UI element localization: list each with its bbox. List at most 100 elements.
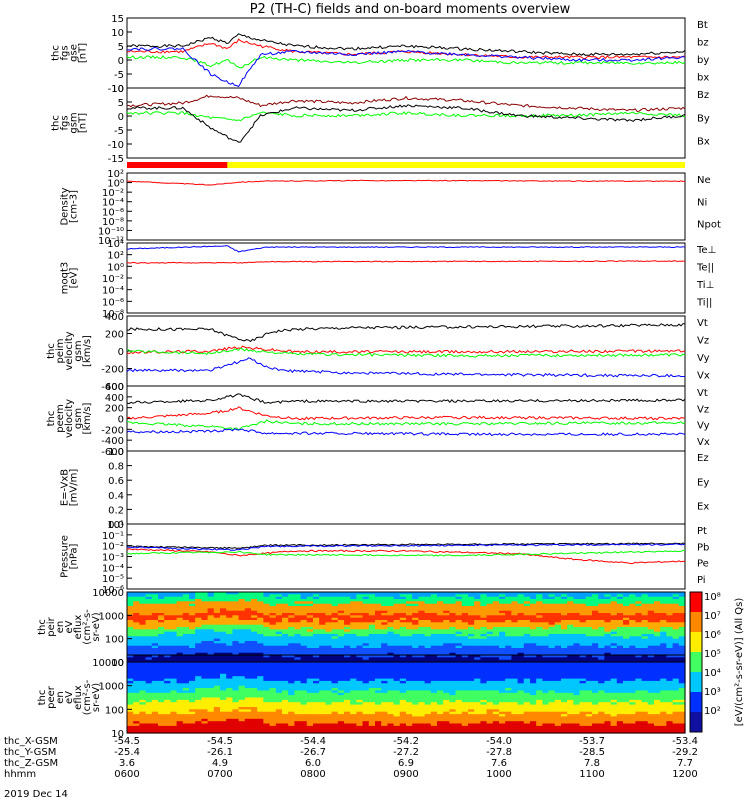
y-axis-label: thcfgsgse[nT] [51,43,89,63]
y-tick-label: 10⁻² [102,188,124,199]
y-tick-label: 10⁻⁴ [102,286,124,297]
x-axis-value: -54.0 [486,736,512,747]
y-tick-label: 400 [105,393,124,404]
y-tick-label: 100 [105,635,124,646]
legend-Vx: Vx [697,437,710,448]
y-tick-label: 10⁻⁶ [102,207,124,218]
panel-frame [126,523,686,590]
y-tick-label: 0.6 [108,476,124,487]
series-line-Bx [126,104,686,143]
legend-Vx: Vx [697,371,710,382]
legend-Ti⊥: Ti⊥ [696,280,714,291]
y-axis-label: E=-VxB[mV/m] [60,469,80,507]
y-axis-label: Pressure[nPa] [60,535,80,578]
y-tick-label: 10 [111,729,124,740]
y-tick-label: 5 [118,98,124,109]
series-line-by [126,55,686,69]
legend-Bx: Bx [697,137,710,148]
series-line-By [126,111,686,122]
panel-efield: 1.0 0.8 0.6 0.4 0.2 0.0 E=-VxB[mV/m] Ez Ey Ex [60,447,710,531]
legend-Ni: Ni [697,197,707,208]
y-tick-label: 0.2 [108,505,124,516]
x-axis-value: 1200 [672,769,697,780]
mode-bar-segment [227,162,685,168]
legend-Vt: Vt [697,388,708,399]
colorbar-tick-label: 10⁶ [704,630,721,641]
legend-Ti||: Ti|| [696,298,712,309]
y-tick-label: -15 [108,154,124,165]
y-tick-label: 10 [111,84,124,95]
colorbar-tick-label: 10⁵ [704,649,721,660]
y-tick-label: 100 [105,705,124,716]
y-tick-label: 10⁻³ [102,553,124,564]
x-axis-value: -53.4 [672,736,698,747]
y-tick-label: 10⁻⁶ [102,585,124,596]
series-line-bx [126,46,686,88]
y-tick-label: -200 [101,425,124,436]
series-line-Bz [127,94,686,113]
x-axis-value: -27.8 [486,747,512,758]
series-line-Vx [126,357,685,378]
y-tick-label: -400 [101,382,124,393]
legend-bz: bz [697,38,709,49]
y-tick-label: 1000 [99,682,124,693]
figure-title: P2 (TH-C) fields and on-board moments ov… [250,2,571,17]
legend-Bz: Bz [697,90,709,101]
x-axis-value: -54.5 [207,736,233,747]
y-tick-label: 10⁻⁴ [102,198,124,209]
y-tick-label: 600 [105,382,124,393]
x-axis-value: -27.2 [393,747,419,758]
y-tick-label: 10⁻⁸ [102,217,124,228]
heatmap-cells [127,592,686,663]
x-axis-row-label: thc_Y-GSM [4,747,56,758]
colorbar-tick-label: 10⁷ [704,611,721,622]
panel-frame [126,17,686,89]
legend-Ex: Ex [697,502,709,513]
legend-Bt: Bt [697,20,708,31]
legend-Pb: Pb [697,542,709,553]
panel-peim-velocity: 400 200 0 -200 -400 thcpeimvelocitygsm[km/s] V… [46,312,710,393]
legend-Vz: Vz [697,404,709,415]
x-axis-row-label: thc_Z-GSM [4,758,58,769]
y-tick-label: -5 [114,70,124,81]
y-tick-label: -10 [108,84,124,95]
y-tick-label: 200 [105,404,124,415]
y-tick-label: -400 [101,436,124,447]
legend-Npot: Npot [697,220,721,231]
legend-Vt: Vt [697,318,708,329]
colorbar-tick-label: 10⁸ [704,592,721,603]
series-line-Vz [126,406,686,421]
panel-frame [126,172,686,241]
legend-Pi: Pi [697,575,706,586]
series-line-Vx [126,428,686,437]
legend-Vy: Vy [697,421,710,432]
x-axis-value: 7.7 [677,758,693,769]
y-tick-label: 400 [105,312,124,323]
y-axis-label: thcpeemvelocitygsm[km/s] [46,399,93,438]
x-axis-value: 7.8 [584,758,600,769]
y-tick-label: -10 [108,140,124,151]
y-axis-label: moqt3[eV] [60,262,80,295]
y-tick-label: 1.0 [108,447,124,458]
series-line-Pe [126,549,686,557]
colorbar-tick-label: 10³ [704,687,721,698]
y-tick-label: 10⁻² [102,274,124,285]
x-axis-value: 6.9 [398,758,414,769]
y-tick-label: 5 [118,42,124,53]
y-tick-label: 10⁻¹⁰ [98,226,124,237]
x-axis-row-label: thc_X-GSM [4,736,58,747]
x-axis-value: -54.5 [114,736,140,747]
panel-fgs-gsm: 10 5 0 -5 -10 -15 thcfgsgsm[nT] Bz By Bx [51,84,710,165]
y-tick-label: 10⁻¹² [98,236,124,247]
panel-fgs-gse: 15 10 5 0 -5 -10 thcfgsgse[nT] Bt bz by bx [51,14,710,95]
series-line-Vz [126,345,686,355]
legend-Te||: Te|| [696,263,714,274]
legend-Te⊥: Te⊥ [696,245,716,256]
x-axis-value: -29.2 [672,747,698,758]
series-line-Vt [126,393,686,405]
series-line-Vy [126,347,686,358]
x-axis-value: 3.6 [119,758,135,769]
